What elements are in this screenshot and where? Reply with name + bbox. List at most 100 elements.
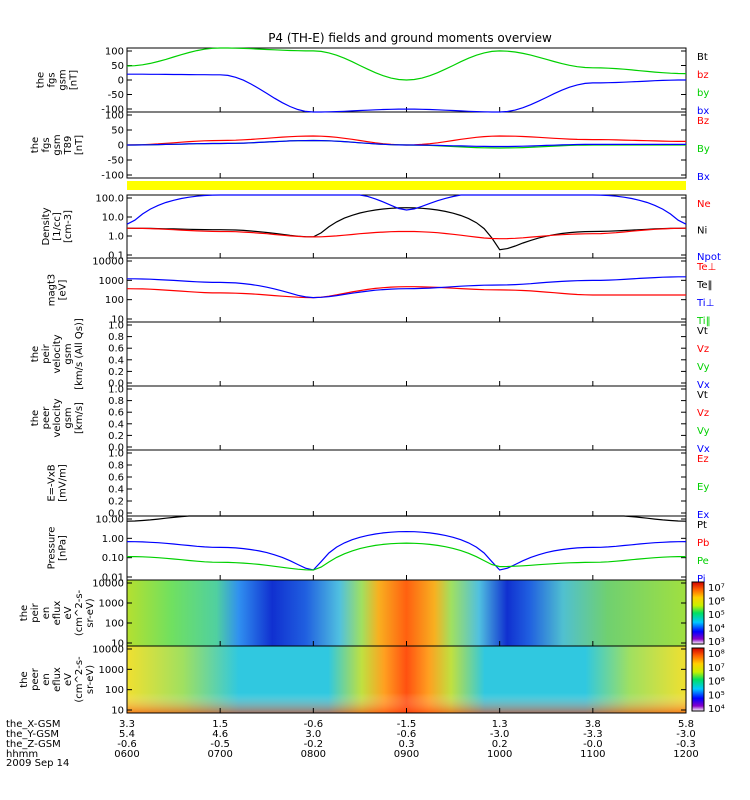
- y-axis-label: [1/cc]: [52, 212, 63, 241]
- legend-Vt: Vt: [697, 326, 708, 337]
- y-tick-label: 10.0: [102, 213, 124, 224]
- y-axis-label: fgs: [41, 137, 52, 152]
- series-pressure-Pt: [126, 515, 687, 522]
- x-tick-label: 3.0: [305, 729, 321, 740]
- x-tick-label: 1200: [673, 749, 698, 760]
- y-axis-label: T89: [63, 136, 74, 156]
- panel-frame: [126, 257, 687, 323]
- y-tick-label: 0: [118, 141, 124, 152]
- y-axis-label: the: [30, 137, 41, 153]
- panel-fgs: 100 50 0 -50 -100 the fgs gsm [nT] Bt bz by bx: [36, 47, 710, 118]
- panel-density: 100.0 10.0 1.0 0.1 Density [1/cc] [cm-3] Ne Ni Np…: [41, 194, 721, 264]
- y-tick-label: 1.0: [108, 321, 124, 332]
- color-bar-tick: 10⁴: [708, 624, 725, 635]
- legend-Vy: Vy: [697, 426, 710, 437]
- y-axis-label: [nPa]: [58, 535, 69, 561]
- y-axis-label: E=-VxB: [47, 464, 58, 501]
- y-axis-label: the: [30, 346, 41, 362]
- x-tick-label: 1000: [487, 749, 512, 760]
- y-tick-label: 1.00: [102, 534, 124, 545]
- panel-frame: [126, 449, 687, 517]
- legend-Pi: Pi: [697, 574, 706, 585]
- x-tick-label: 0800: [301, 749, 326, 760]
- panel-temp: 10000 1000 100 10 magt3 [eV] Te⊥ Te‖ Ti⊥ Ti‖: [47, 257, 717, 328]
- x-row-label: the_Z-GSM: [6, 739, 61, 750]
- panel-vpeir: 1.00.80.60.40.20.0 the peir velocity gsm [km/…: [30, 318, 710, 391]
- y-axis-label: gsm: [63, 343, 74, 364]
- x-row-label: hhmm: [6, 749, 38, 760]
- x-row-label: the_Y-GSM: [6, 729, 59, 740]
- series-pressure-Pe: [127, 542, 686, 571]
- y-axis-label: Density: [41, 207, 52, 245]
- y-tick-label: 0.01: [102, 573, 124, 584]
- x-axis-labels: the_X-GSM 3.3 1.5 -0.6 -1.5 1.3 3.8 5.8the_Y-GS…: [6, 719, 699, 760]
- panel-frame: [126, 385, 687, 451]
- x-tick-label: 5.4: [119, 729, 135, 740]
- quality-flag-bar: [127, 181, 686, 190]
- y-tick-label: 0.10: [102, 553, 124, 564]
- x-tick-label: 0.2: [492, 739, 508, 750]
- series-fgs-bx: [127, 73, 686, 113]
- y-tick-label: 0.6: [108, 344, 124, 355]
- spectrogram-image: [127, 580, 686, 646]
- y-axis-label: en: [41, 607, 52, 620]
- legend-Pe: Pe: [697, 556, 709, 567]
- y-tick-label: 0.8: [108, 396, 124, 407]
- x-tick-label: 3.3: [119, 719, 135, 730]
- y-axis-label: fgs: [47, 72, 58, 87]
- y-tick-label: 0.6: [108, 473, 124, 484]
- panel-frame: [126, 194, 687, 259]
- y-axis-label: [cm-3]: [63, 210, 74, 243]
- x-tick-label: 4.6: [212, 729, 228, 740]
- color-bar-tick: 10⁷: [708, 583, 725, 594]
- y-axis-label: [eV]: [58, 280, 69, 301]
- y-axis-label: Pressure: [47, 527, 58, 570]
- date-label: 2009 Sep 14: [6, 758, 69, 769]
- y-axis-label: [nT]: [74, 135, 85, 155]
- color-bar-tick: 10⁶: [708, 597, 725, 608]
- legend-Bz: Bz: [697, 116, 709, 127]
- y-tick-label: 0.2: [108, 431, 124, 442]
- color-bar: [691, 647, 705, 712]
- legend-Vz: Vz: [697, 408, 709, 419]
- legend-Vy: Vy: [697, 362, 710, 373]
- y-tick-label: -100: [101, 171, 124, 182]
- y-axis-label: the: [36, 72, 47, 88]
- panel-fgh: 100 50 0 -50 -100 the fgs gsm T89 [nT] Bz By Bx: [30, 111, 710, 184]
- y-tick-label: 1.0: [108, 449, 124, 460]
- series-temp-Te⊥: [126, 286, 686, 299]
- y-axis-label: gsm: [52, 134, 63, 155]
- y-tick-label: 0.0: [108, 379, 124, 390]
- y-axis-label: sr-eV): [85, 665, 96, 694]
- y-axis-label: [km/s (All Qs)]: [74, 318, 85, 390]
- color-bar-tick: 10³: [708, 637, 725, 648]
- y-tick-label: 0.4: [108, 419, 124, 430]
- color-bar-tick: 10⁷: [708, 663, 725, 674]
- legend-bx: bx: [697, 106, 709, 117]
- y-tick-label: 100: [105, 295, 124, 306]
- y-tick-label: 10000: [92, 645, 124, 656]
- y-axis-label: peir: [30, 602, 41, 622]
- x-tick-label: -0.6: [304, 719, 324, 730]
- legend-Ni: Ni: [697, 226, 707, 237]
- color-bar-tick: 10⁵: [708, 610, 725, 621]
- legend-Vx: Vx: [697, 380, 710, 391]
- y-axis-label: eflux: [52, 667, 63, 692]
- y-tick-label: 10.00: [95, 515, 124, 526]
- x-tick-label: -0.5: [210, 739, 230, 750]
- x-tick-label: 0600: [114, 749, 139, 760]
- y-axis-label: gsm: [58, 69, 69, 90]
- series-temp-Ti⊥: [127, 276, 686, 299]
- legend-Vz: Vz: [697, 344, 709, 355]
- y-tick-label: 0: [118, 76, 124, 87]
- legend-Ez: Ez: [697, 454, 709, 465]
- y-tick-label: 0.8: [108, 332, 124, 343]
- y-tick-label: 10000: [92, 579, 124, 590]
- legend-Te⊥: Te⊥: [696, 262, 716, 273]
- panel-peir_spec: 10⁷ 10⁶ 10⁵ 10⁴ 10³ 10000 1000 100 10 the peir en ef…: [19, 579, 725, 650]
- y-tick-label: 100: [105, 619, 124, 630]
- color-bar: [691, 581, 705, 645]
- color-bar-tick: 10⁸: [708, 649, 725, 660]
